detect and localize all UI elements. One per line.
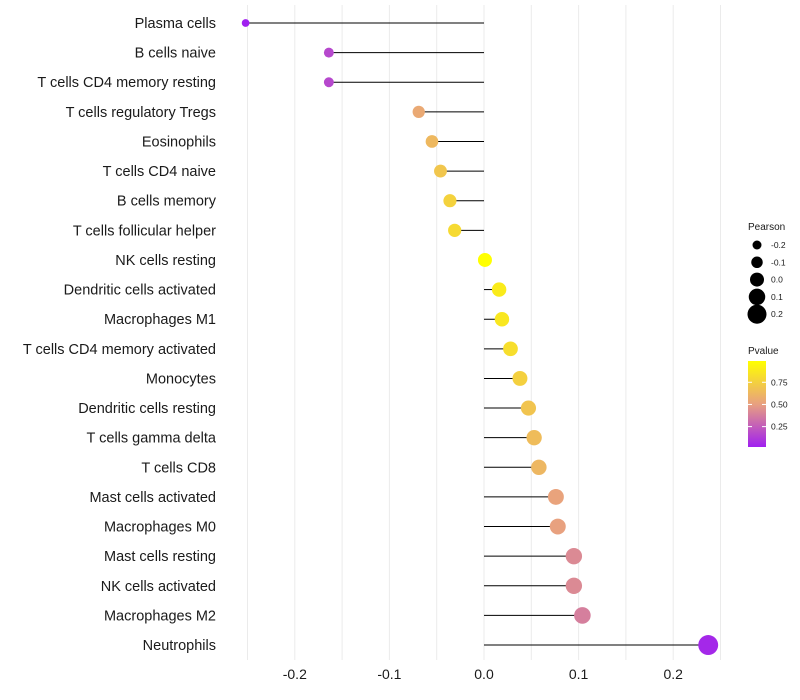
lollipop-point — [565, 577, 583, 594]
category-label: T cells regulatory Tregs — [66, 105, 216, 121]
lollipop-point — [323, 77, 334, 88]
lollipop-point — [448, 223, 462, 237]
pvalue-colorbar — [748, 361, 766, 447]
pearson-size-legend: Pearson -0.2 -0.1 0.0 0.1 0.2 — [747, 222, 786, 324]
category-labels: Plasma cells B cells naive T cells CD4 mem… — [23, 16, 217, 654]
size-legend-key — [752, 240, 762, 250]
size-legend-key — [751, 256, 763, 269]
color-legend-label: 0.50 — [771, 399, 788, 409]
category-label: T cells follicular helper — [73, 223, 216, 239]
pvalue-color-legend: Pvalue 0.75 0.50 0.25 — [748, 346, 788, 447]
lollipop-point — [547, 488, 564, 505]
x-axis-ticks: -0.2 -0.1 0.0 0.1 0.2 — [283, 666, 683, 682]
category-label: Dendritic cells activated — [64, 283, 216, 299]
lollipop-point — [565, 547, 583, 565]
x-tick-label: -0.1 — [377, 666, 401, 682]
size-legend-label: 0.0 — [771, 275, 783, 285]
category-label: NK cells resting — [115, 253, 216, 269]
lollipop-point — [494, 311, 510, 327]
lollipop-point — [520, 400, 537, 416]
category-label: Neutrophils — [143, 638, 216, 654]
x-tick-label: -0.2 — [283, 666, 307, 682]
lollipop-point — [503, 341, 518, 357]
category-label: B cells naive — [135, 46, 216, 62]
lollipop-point — [531, 459, 547, 476]
lollipop-point — [443, 194, 457, 208]
lollipop-points — [241, 19, 719, 655]
category-label: T cells gamma delta — [87, 431, 217, 447]
lollipop-point — [526, 430, 542, 446]
size-legend-key — [747, 304, 767, 324]
color-legend-label: 0.75 — [771, 377, 788, 387]
category-label: Eosinophils — [142, 134, 216, 150]
lollipop-point — [512, 370, 528, 386]
size-legend-label: 0.1 — [771, 292, 783, 302]
category-label: B cells memory — [117, 194, 217, 210]
lollipop-point — [323, 47, 334, 58]
category-label: NK cells activated — [101, 579, 216, 595]
size-legend-label: -0.2 — [771, 240, 786, 250]
category-label: Macrophages M0 — [104, 520, 216, 536]
lollipop-point — [425, 135, 439, 148]
category-label: Plasma cells — [135, 16, 216, 32]
lollipop-point — [241, 19, 250, 27]
category-label: Macrophages M2 — [104, 608, 216, 624]
category-label: Mast cells activated — [89, 490, 216, 506]
lollipop-point — [698, 635, 719, 655]
lollipop-point — [549, 518, 566, 535]
lollipop-stems — [245, 22, 709, 646]
lollipop-point — [491, 282, 507, 297]
x-tick-label: 0.1 — [569, 666, 589, 682]
category-label: Mast cells resting — [104, 549, 216, 565]
category-label: Dendritic cells resting — [78, 401, 216, 417]
size-legend-key — [748, 288, 766, 306]
category-label: T cells CD8 — [141, 460, 216, 476]
size-legend-label: 0.2 — [771, 309, 783, 319]
category-label: T cells CD4 memory activated — [23, 342, 216, 358]
category-label: T cells CD4 naive — [103, 164, 216, 180]
size-legend-key — [750, 272, 764, 287]
size-legend-label: -0.1 — [771, 257, 786, 267]
x-tick-label: 0.2 — [663, 666, 683, 682]
category-label: Monocytes — [146, 371, 216, 387]
grid-lines — [247, 5, 721, 660]
x-tick-label: 0.0 — [474, 666, 494, 682]
color-legend-label: 0.25 — [771, 422, 788, 432]
lollipop-point — [477, 252, 492, 267]
lollipop-point — [412, 105, 425, 118]
category-label: Macrophages M1 — [104, 312, 216, 328]
category-label: T cells CD4 memory resting — [37, 75, 216, 91]
pvalue-legend-title: Pvalue — [748, 346, 779, 357]
pearson-legend-title: Pearson — [748, 222, 785, 233]
lollipop-point — [574, 607, 591, 624]
lollipop-point — [434, 164, 447, 178]
